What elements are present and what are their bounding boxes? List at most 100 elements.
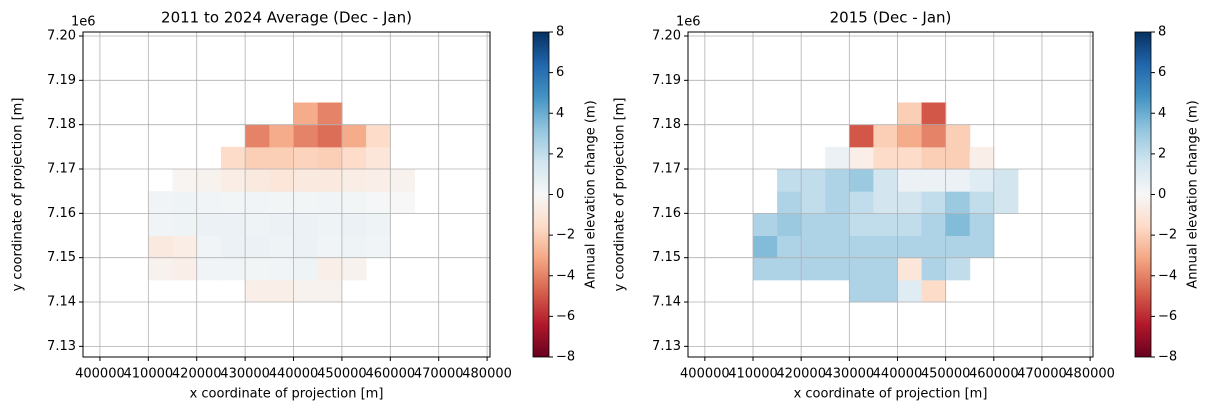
raster-cell [245, 146, 270, 170]
raster-cell [341, 191, 367, 214]
colorbar-tick-label: −6 [1158, 309, 1177, 324]
raster-cell [366, 146, 391, 170]
chart-title: 2015 (Dec - Jan) [830, 9, 952, 27]
raster-cell [993, 191, 1019, 214]
raster-cell [921, 191, 947, 214]
raster-cell [897, 102, 923, 126]
raster-cell [969, 146, 995, 170]
x-tick-label: 440000 [873, 367, 923, 382]
x-tick-label: 410000 [728, 367, 778, 382]
raster-cell [921, 213, 947, 237]
raster-cell [849, 124, 874, 148]
raster-cell [148, 257, 174, 281]
raster-cell [873, 279, 898, 303]
raster-cell [945, 124, 971, 148]
y-tick-label: 7.13 [47, 339, 76, 354]
raster-cell [317, 191, 343, 214]
raster-cell [293, 102, 319, 126]
raster-cell [317, 213, 343, 237]
raster-cell [341, 257, 367, 281]
y-axis-label: y coordinate of projection [m] [613, 98, 628, 292]
raster-cell [366, 213, 391, 237]
x-tick-label: 430000 [825, 367, 875, 382]
raster-cell [293, 235, 319, 259]
raster-cell [172, 213, 198, 237]
y-tick-label: 7.17 [47, 162, 76, 177]
raster-cell [293, 279, 319, 303]
x-tick-label: 450000 [921, 367, 971, 382]
raster-cell [220, 169, 246, 192]
raster-cell [269, 124, 295, 148]
colorbar-tick-label: 8 [1158, 25, 1166, 40]
raster-cell [849, 257, 874, 281]
raster-cell [172, 169, 198, 192]
x-axis-label: x coordinate of projection [m] [794, 387, 988, 402]
raster-cell [921, 235, 947, 259]
x-tick-label: 480000 [462, 367, 512, 382]
raster-cell [172, 191, 198, 214]
x-tick-label: 420000 [776, 367, 826, 382]
raster-cell [269, 146, 295, 170]
raster-cell [753, 213, 778, 237]
raster-cell [873, 146, 898, 170]
raster-cell [317, 124, 343, 148]
x-tick-label: 430000 [220, 367, 270, 382]
raster-cell [172, 257, 198, 281]
colorbar-tick-label: 6 [1158, 65, 1166, 80]
y-axis-label: y coordinate of projection [m] [11, 98, 26, 292]
subplot: 4000004100004200004300004400004500004600… [613, 9, 1201, 402]
y-tick-label: 7.13 [652, 339, 681, 354]
colorbar-label: Annual elevation change (m) [1186, 100, 1201, 288]
raster-cell [897, 169, 923, 192]
y-tick-label: 7.15 [652, 250, 681, 265]
raster-cell [293, 146, 319, 170]
raster-cell [921, 279, 947, 303]
raster-cell [269, 191, 295, 214]
y-tick-label: 7.18 [47, 117, 76, 132]
raster-cell [269, 169, 295, 192]
colorbar [1134, 31, 1152, 358]
raster-cell [849, 235, 874, 259]
raster-cell [220, 235, 246, 259]
raster-cell [945, 235, 971, 259]
x-tick-label: 470000 [1017, 367, 1067, 382]
colorbar-tick-label: 8 [556, 25, 564, 40]
y-tick-label: 7.19 [47, 73, 76, 88]
raster-cell [849, 279, 874, 303]
raster-cell [849, 191, 874, 214]
raster-cell [969, 213, 995, 237]
colorbar-tick-label: 2 [1158, 146, 1166, 161]
raster-cell [801, 235, 826, 259]
raster-cell [849, 213, 874, 237]
raster-cell [897, 146, 923, 170]
chart-title: 2011 to 2024 Average (Dec - Jan) [161, 9, 412, 27]
colorbar-tick-label: 2 [556, 146, 564, 161]
raster-cell [945, 257, 971, 281]
colorbar-label: Annual elevation change (m) [584, 100, 599, 288]
raster-cell [993, 169, 1019, 192]
raster-cell [245, 191, 270, 214]
raster-cell [777, 257, 802, 281]
raster-cell [873, 213, 898, 237]
colorbar-tick-label: −2 [556, 228, 575, 243]
raster-cell [245, 279, 270, 303]
raster-cell [897, 124, 923, 148]
raster-cell [777, 191, 802, 214]
raster-cell [849, 169, 874, 192]
raster-cell [921, 257, 947, 281]
raster-cell [825, 169, 850, 192]
colorbar-tick-label: 4 [1158, 106, 1166, 121]
raster-cell [825, 257, 850, 281]
x-tick-label: 400000 [680, 367, 730, 382]
raster-cell [245, 124, 270, 148]
colorbar-tick-label: −4 [556, 268, 575, 283]
raster-cell [897, 235, 923, 259]
colorbar-tick-label: −8 [556, 350, 575, 365]
colorbar [532, 31, 550, 358]
raster-cell [269, 257, 295, 281]
axes-frame [82, 31, 491, 358]
raster-cell [317, 146, 343, 170]
raster-cell [341, 235, 367, 259]
raster-cell [269, 213, 295, 237]
